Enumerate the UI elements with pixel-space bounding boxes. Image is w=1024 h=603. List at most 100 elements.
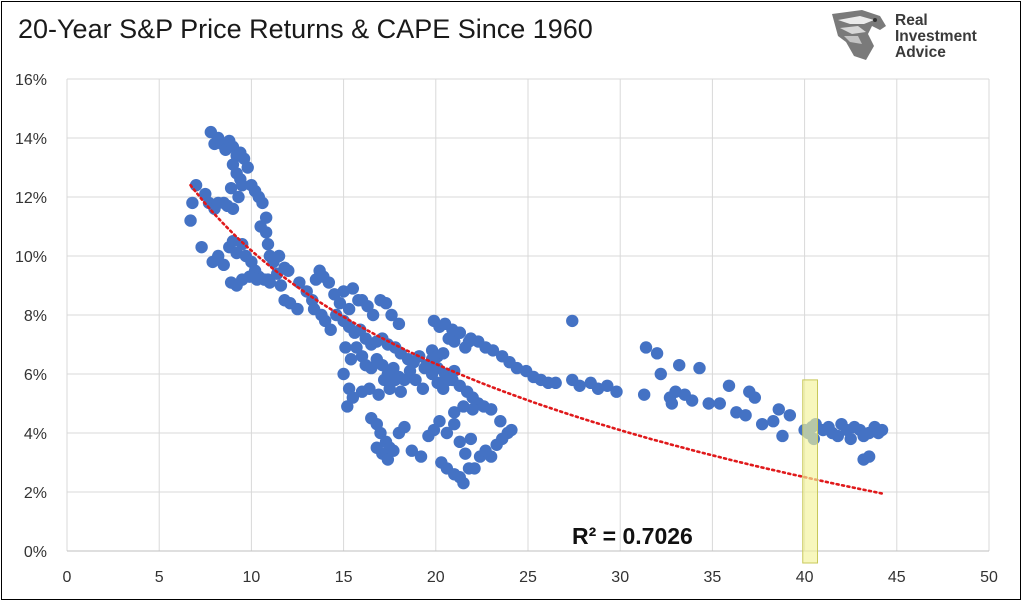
y-tick-label: 2% bbox=[24, 485, 47, 502]
data-point bbox=[494, 415, 507, 428]
data-point bbox=[755, 417, 769, 431]
x-tick-label: 5 bbox=[155, 569, 164, 586]
data-point bbox=[722, 379, 736, 392]
data-point bbox=[436, 347, 450, 360]
trend-line bbox=[189, 183, 884, 495]
data-point bbox=[484, 403, 498, 416]
data-point bbox=[654, 367, 667, 381]
eagle-icon bbox=[832, 10, 886, 60]
data-point bbox=[665, 397, 679, 410]
data-point bbox=[274, 279, 288, 292]
highlight-box bbox=[802, 379, 819, 564]
data-point bbox=[259, 211, 273, 224]
x-tick-label: 10 bbox=[243, 569, 261, 586]
data-point bbox=[293, 276, 306, 289]
logo-line-2: Investment bbox=[895, 28, 977, 45]
data-point bbox=[448, 406, 461, 419]
data-point bbox=[416, 382, 430, 395]
data-point bbox=[442, 373, 455, 387]
data-point bbox=[462, 335, 476, 348]
data-point bbox=[650, 347, 664, 360]
data-point bbox=[221, 199, 234, 213]
y-tick-label: 0% bbox=[24, 544, 47, 561]
data-point bbox=[427, 423, 441, 437]
data-point bbox=[365, 361, 378, 375]
data-point bbox=[739, 409, 752, 422]
x-tick-label: 45 bbox=[888, 569, 906, 586]
data-point bbox=[184, 214, 197, 227]
x-tick-label: 30 bbox=[611, 569, 629, 586]
data-point bbox=[224, 181, 238, 195]
x-tick-label: 15 bbox=[335, 569, 353, 586]
data-point bbox=[372, 388, 385, 401]
data-point bbox=[748, 391, 762, 404]
chart-title: 20-Year S&P Price Returns & CAPE Since 1… bbox=[18, 14, 593, 44]
data-point bbox=[549, 376, 562, 390]
data-point bbox=[783, 409, 797, 422]
data-point bbox=[466, 403, 479, 416]
data-point bbox=[241, 161, 254, 174]
data-point bbox=[363, 382, 376, 395]
data-point bbox=[259, 226, 273, 239]
data-point bbox=[261, 273, 275, 286]
data-point bbox=[637, 388, 651, 401]
data-point bbox=[484, 450, 498, 463]
data-point bbox=[713, 397, 726, 410]
data-point bbox=[464, 432, 478, 446]
data-point bbox=[322, 276, 336, 289]
data-point bbox=[374, 426, 387, 440]
brand-logo: Real Investment Advice bbox=[828, 6, 1008, 64]
data-point bbox=[366, 308, 380, 322]
data-point bbox=[601, 379, 614, 392]
data-point bbox=[377, 373, 391, 387]
data-point bbox=[453, 326, 466, 339]
data-point bbox=[318, 314, 332, 328]
data-point bbox=[232, 190, 245, 204]
data-point bbox=[468, 462, 481, 475]
data-point bbox=[673, 358, 686, 372]
x-tick-label: 35 bbox=[704, 569, 722, 586]
x-tick-label: 25 bbox=[519, 569, 537, 586]
data-point bbox=[350, 341, 363, 354]
data-point bbox=[271, 267, 284, 280]
data-point bbox=[767, 415, 780, 428]
data-point bbox=[379, 297, 393, 310]
data-point bbox=[385, 308, 398, 322]
data-point bbox=[702, 397, 715, 410]
data-point bbox=[353, 323, 367, 336]
data-point bbox=[448, 417, 461, 431]
data-point bbox=[420, 358, 433, 372]
data-point bbox=[394, 385, 407, 398]
x-tick-label: 20 bbox=[427, 569, 445, 586]
data-point bbox=[383, 382, 396, 395]
data-point bbox=[566, 314, 579, 328]
logo-line-1: Real bbox=[895, 12, 928, 29]
data-point bbox=[346, 391, 360, 404]
y-tick-label: 14% bbox=[15, 131, 47, 148]
data-point bbox=[256, 196, 269, 210]
data-point bbox=[425, 367, 439, 381]
data-point bbox=[387, 361, 400, 375]
data-point bbox=[333, 297, 347, 310]
data-point bbox=[300, 285, 313, 298]
data-point bbox=[639, 341, 653, 354]
data-point bbox=[433, 415, 446, 428]
data-point bbox=[235, 238, 249, 251]
data-point bbox=[186, 196, 199, 210]
data-point bbox=[414, 450, 428, 463]
data-point bbox=[341, 400, 354, 413]
data-point bbox=[610, 385, 623, 398]
data-point bbox=[387, 444, 400, 457]
data-point bbox=[459, 447, 472, 460]
data-point bbox=[389, 373, 402, 387]
data-point bbox=[217, 258, 230, 272]
data-point bbox=[342, 302, 356, 316]
data-point bbox=[440, 426, 454, 440]
data-point bbox=[346, 282, 360, 295]
r-squared-annotation: R² = 0.7026 bbox=[572, 523, 693, 549]
data-point bbox=[235, 179, 249, 192]
data-point bbox=[195, 240, 208, 254]
data-point bbox=[261, 238, 275, 251]
data-point bbox=[398, 420, 411, 434]
